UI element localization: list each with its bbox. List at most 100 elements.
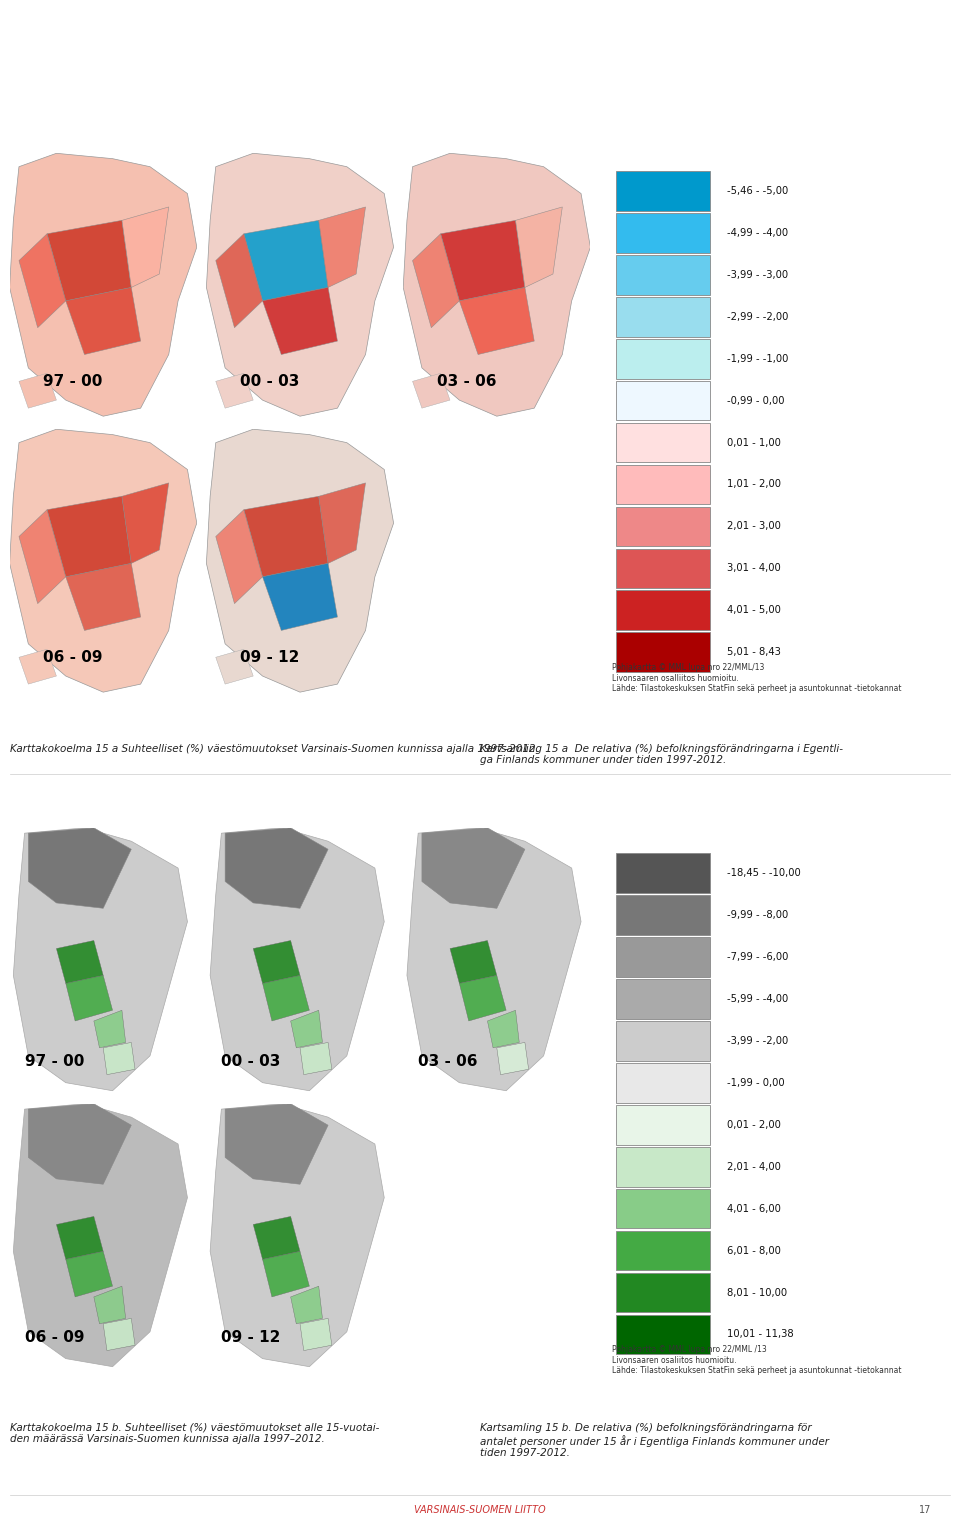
Polygon shape <box>459 288 534 354</box>
FancyBboxPatch shape <box>616 549 710 589</box>
Text: 10,01 - 11,38: 10,01 - 11,38 <box>728 1329 794 1340</box>
Polygon shape <box>206 153 394 415</box>
Text: 17: 17 <box>919 1505 931 1516</box>
Polygon shape <box>253 1217 300 1260</box>
FancyBboxPatch shape <box>616 1105 710 1145</box>
Polygon shape <box>94 1286 126 1323</box>
Polygon shape <box>413 374 450 408</box>
Polygon shape <box>300 1318 332 1351</box>
Polygon shape <box>13 828 187 1091</box>
Text: 00 - 03: 00 - 03 <box>240 374 300 389</box>
Polygon shape <box>104 1318 135 1351</box>
Text: 8,01 - 10,00: 8,01 - 10,00 <box>728 1288 787 1297</box>
Text: -0,99 - 0,00: -0,99 - 0,00 <box>728 396 784 406</box>
Text: 2,01 - 4,00: 2,01 - 4,00 <box>728 1162 781 1171</box>
Polygon shape <box>10 153 197 415</box>
FancyBboxPatch shape <box>616 254 710 294</box>
Polygon shape <box>19 510 65 604</box>
Polygon shape <box>413 235 459 328</box>
Text: -5,99 - -4,00: -5,99 - -4,00 <box>728 993 788 1004</box>
Text: 4,01 - 5,00: 4,01 - 5,00 <box>728 606 781 615</box>
Text: 03 - 06: 03 - 06 <box>419 1055 478 1070</box>
FancyBboxPatch shape <box>616 1231 710 1271</box>
Text: -7,99 - -6,00: -7,99 - -6,00 <box>728 952 788 963</box>
Text: -3,99 - -3,00: -3,99 - -3,00 <box>728 270 788 281</box>
Text: 6,01 - 8,00: 6,01 - 8,00 <box>728 1245 781 1256</box>
FancyBboxPatch shape <box>616 339 710 379</box>
FancyBboxPatch shape <box>616 590 710 630</box>
Polygon shape <box>29 1104 132 1185</box>
Polygon shape <box>441 221 525 300</box>
Text: Pohjakartta © MML lupa nro 22/MML /13
Livonsaaren osaliitos huomioitu.
Lähde: Ti: Pohjakartta © MML lupa nro 22/MML /13 Li… <box>612 1346 902 1375</box>
FancyBboxPatch shape <box>616 423 710 463</box>
Text: 97 - 00: 97 - 00 <box>25 1055 84 1070</box>
FancyBboxPatch shape <box>616 1315 710 1354</box>
Polygon shape <box>57 1217 104 1260</box>
Text: 00 - 03: 00 - 03 <box>222 1055 280 1070</box>
Polygon shape <box>319 483 366 564</box>
Text: 3,01 - 4,00: 3,01 - 4,00 <box>728 563 780 573</box>
Polygon shape <box>65 288 140 354</box>
Text: -5,46 - -5,00: -5,46 - -5,00 <box>728 185 788 196</box>
Polygon shape <box>263 288 338 354</box>
Polygon shape <box>263 975 309 1021</box>
Polygon shape <box>403 153 590 415</box>
FancyBboxPatch shape <box>616 937 710 977</box>
Text: Kartsamling 15 b. De relativa (%) befolkningsförändringarna för
antalet personer: Kartsamling 15 b. De relativa (%) befolk… <box>480 1423 829 1458</box>
Polygon shape <box>216 650 253 684</box>
Text: -4,99 - -4,00: -4,99 - -4,00 <box>728 228 788 238</box>
Polygon shape <box>57 940 104 984</box>
Polygon shape <box>210 1104 384 1367</box>
Text: 09 - 12: 09 - 12 <box>222 1331 280 1346</box>
Text: 4,01 - 6,00: 4,01 - 6,00 <box>728 1203 781 1214</box>
Text: 0,01 - 2,00: 0,01 - 2,00 <box>728 1119 781 1130</box>
Text: Kartsamling 15 a  De relativa (%) befolkningsförändringarna i Egentli-
ga Finlan: Kartsamling 15 a De relativa (%) befolkn… <box>480 744 843 765</box>
Polygon shape <box>407 828 581 1091</box>
Polygon shape <box>263 1251 309 1297</box>
Polygon shape <box>65 564 140 630</box>
FancyBboxPatch shape <box>616 1147 710 1187</box>
Polygon shape <box>488 1010 519 1049</box>
Polygon shape <box>216 235 263 328</box>
Polygon shape <box>19 650 57 684</box>
Polygon shape <box>210 828 384 1091</box>
Text: -18,45 - -10,00: -18,45 - -10,00 <box>728 868 801 878</box>
Polygon shape <box>459 975 506 1021</box>
Polygon shape <box>244 221 328 300</box>
Polygon shape <box>291 1286 323 1323</box>
Text: 06 - 09: 06 - 09 <box>43 650 103 665</box>
Text: VARSINAIS-SUOMEN LIITTO: VARSINAIS-SUOMEN LIITTO <box>414 1505 546 1516</box>
FancyBboxPatch shape <box>616 980 710 1019</box>
FancyBboxPatch shape <box>616 1062 710 1102</box>
Polygon shape <box>516 207 563 288</box>
FancyBboxPatch shape <box>616 506 710 546</box>
Polygon shape <box>253 940 300 984</box>
Polygon shape <box>497 1042 529 1075</box>
Text: 97 - 00: 97 - 00 <box>43 374 103 389</box>
Polygon shape <box>225 828 328 908</box>
Polygon shape <box>244 497 328 576</box>
Polygon shape <box>47 221 132 300</box>
Polygon shape <box>206 429 394 693</box>
Polygon shape <box>29 828 132 908</box>
FancyBboxPatch shape <box>616 895 710 935</box>
Polygon shape <box>65 1251 112 1297</box>
Polygon shape <box>104 1042 135 1075</box>
Text: 1,01 - 2,00: 1,01 - 2,00 <box>728 480 781 489</box>
Polygon shape <box>319 207 366 288</box>
FancyBboxPatch shape <box>616 464 710 504</box>
Text: 09 - 12: 09 - 12 <box>240 650 300 665</box>
Text: -1,99 - 0,00: -1,99 - 0,00 <box>728 1078 785 1088</box>
Text: 0,01 - 1,00: 0,01 - 1,00 <box>728 437 781 448</box>
Polygon shape <box>19 374 57 408</box>
Text: 5,01 - 8,43: 5,01 - 8,43 <box>728 647 781 658</box>
Polygon shape <box>94 1010 126 1049</box>
Text: -2,99 - -2,00: -2,99 - -2,00 <box>728 311 788 322</box>
Polygon shape <box>263 564 338 630</box>
Polygon shape <box>291 1010 323 1049</box>
Polygon shape <box>225 1104 328 1185</box>
Text: 03 - 06: 03 - 06 <box>437 374 496 389</box>
Polygon shape <box>216 510 263 604</box>
Polygon shape <box>65 975 112 1021</box>
Text: -1,99 - -1,00: -1,99 - -1,00 <box>728 354 788 363</box>
